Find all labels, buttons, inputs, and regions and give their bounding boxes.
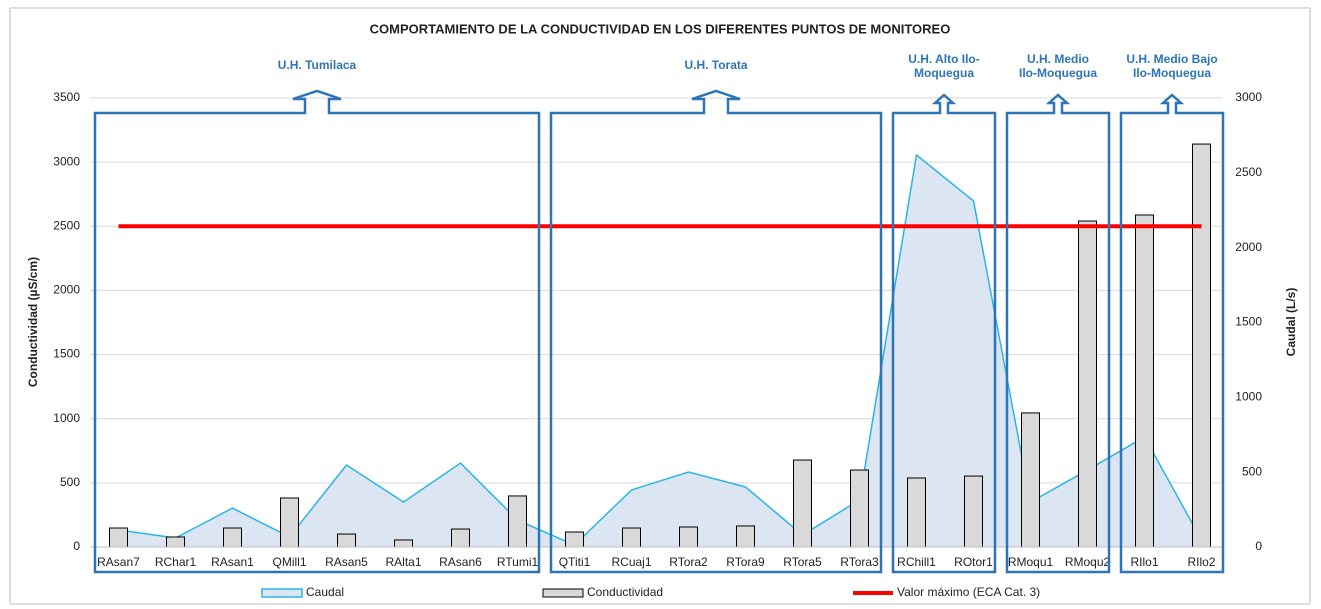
group-label: U.H. Alto Ilo- — [908, 52, 980, 66]
x-tick-label: RAsan6 — [439, 555, 482, 569]
x-tick-label: RAsan5 — [325, 555, 368, 569]
x-tick-label: RTora5 — [783, 555, 822, 569]
x-tick-label: RTora2 — [669, 555, 708, 569]
group-label: U.H. Torata — [684, 58, 747, 72]
y-tick-label: 3000 — [53, 154, 80, 168]
bar — [337, 533, 356, 548]
x-tick-label: RTora3 — [840, 555, 879, 569]
group-label: U.H. Tumilaca — [278, 58, 357, 72]
group-label: Ilo-Moquegua — [1133, 66, 1211, 80]
y2-tick-label: 2500 — [1235, 165, 1262, 179]
bar — [451, 528, 470, 548]
bar — [280, 497, 299, 548]
y2-tick-label: 3000 — [1235, 90, 1262, 104]
group-label: U.H. Medio Bajo — [1126, 52, 1217, 66]
x-tick-label: RMoqu2 — [1065, 555, 1111, 569]
x-tick-label: RCuaj1 — [611, 555, 651, 569]
y2-tick-label: 2000 — [1235, 240, 1262, 254]
area-fill — [118, 155, 1202, 547]
bar — [223, 527, 242, 548]
bar — [622, 527, 641, 548]
x-tick-label: RChill1 — [897, 555, 936, 569]
x-tick-label: RTumi1 — [497, 555, 539, 569]
chart-title: COMPORTAMIENTO DE LA CONDUCTIVIDAD EN LO… — [370, 21, 951, 36]
legend-label: Conductividad — [587, 585, 663, 599]
y-tick-label: 3500 — [53, 90, 80, 104]
legend-label: Caudal — [306, 585, 344, 599]
group-box — [93, 89, 541, 574]
x-tick-label: RAsan7 — [97, 555, 140, 569]
y-axis-label: Conductividad (µS/cm) — [26, 257, 40, 387]
x-tick-label: RIlo2 — [1187, 555, 1215, 569]
bar — [109, 527, 128, 548]
bar — [1135, 214, 1154, 548]
bar — [907, 477, 926, 548]
bar — [394, 539, 413, 548]
x-tick-label: RIlo1 — [1130, 555, 1158, 569]
y-tick-label: 500 — [60, 475, 80, 489]
y-tick-label: 1000 — [53, 411, 80, 425]
group-box — [1119, 93, 1225, 574]
x-tick-label: RAsan1 — [211, 555, 254, 569]
bar — [964, 475, 983, 548]
legend-swatch — [542, 588, 584, 598]
bar — [1192, 143, 1211, 548]
bar — [565, 531, 584, 548]
bar — [508, 495, 527, 548]
y2-tick-label: 0 — [1255, 539, 1262, 553]
y2-axis-label: Caudal (L/s) — [1284, 288, 1298, 357]
group-label: U.H. Medio — [1027, 52, 1089, 66]
bar — [1021, 412, 1040, 548]
y-tick-label: 2000 — [53, 283, 80, 297]
bar — [679, 526, 698, 548]
x-tick-label: RAlta1 — [385, 555, 421, 569]
y2-tick-label: 1000 — [1235, 390, 1262, 404]
x-tick-label: RMoqu1 — [1008, 555, 1054, 569]
x-tick-label: QTiti1 — [559, 555, 591, 569]
y2-tick-label: 500 — [1242, 464, 1262, 478]
y-tick-label: 0 — [73, 539, 80, 553]
x-tick-label: QMill1 — [272, 555, 306, 569]
bar — [166, 536, 185, 548]
group-box — [549, 89, 883, 574]
bar — [793, 459, 812, 548]
y-tick-label: 1500 — [53, 347, 80, 361]
x-tick-label: ROtor1 — [954, 555, 993, 569]
legend-swatch — [261, 588, 303, 598]
y2-tick-label: 1500 — [1235, 315, 1262, 329]
group-box — [891, 93, 997, 574]
bar — [1078, 220, 1097, 548]
group-box — [1005, 93, 1111, 574]
group-label: Ilo-Moquegua — [1019, 66, 1097, 80]
x-tick-label: RTora9 — [726, 555, 765, 569]
x-tick-label: RChar1 — [155, 555, 197, 569]
bar — [850, 469, 869, 548]
legend-label: Valor máximo (ECA Cat. 3) — [897, 585, 1040, 599]
group-label: Moquegua — [914, 66, 974, 80]
bar — [736, 525, 755, 548]
y-tick-label: 2500 — [53, 218, 80, 232]
